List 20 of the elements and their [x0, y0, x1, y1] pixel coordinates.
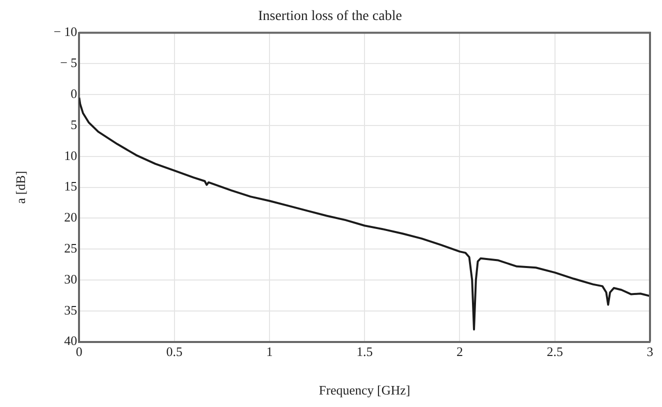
- y-tick-label: − 5: [60, 55, 78, 70]
- x-tick-label: 3: [646, 344, 654, 360]
- x-axis-title: Frequency [GHz]: [318, 382, 410, 398]
- x-tick-label: 2.5: [546, 344, 563, 360]
- y-tick-label: 20: [64, 210, 78, 225]
- y-tick-label: 15: [64, 178, 78, 194]
- y-tick-label: 30: [64, 271, 78, 286]
- y-tick-label: 10: [64, 148, 78, 163]
- y-tick-label: 0: [70, 86, 78, 102]
- chart-title: Insertion loss of the cable: [258, 9, 402, 24]
- y-tick-label: 25: [64, 240, 78, 256]
- x-tick-label: 1.5: [356, 344, 373, 360]
- y-tick-label: 40: [64, 333, 78, 348]
- x-tick-label: 2: [456, 344, 463, 360]
- y-tick-label: 35: [64, 302, 78, 318]
- y-tick-label: − 10: [54, 24, 78, 40]
- x-tick-label: 1: [266, 344, 273, 360]
- y-tick-label: 5: [70, 116, 78, 132]
- y-axis-title: a [dB]: [13, 170, 28, 204]
- x-tick-label: 0.5: [166, 344, 182, 360]
